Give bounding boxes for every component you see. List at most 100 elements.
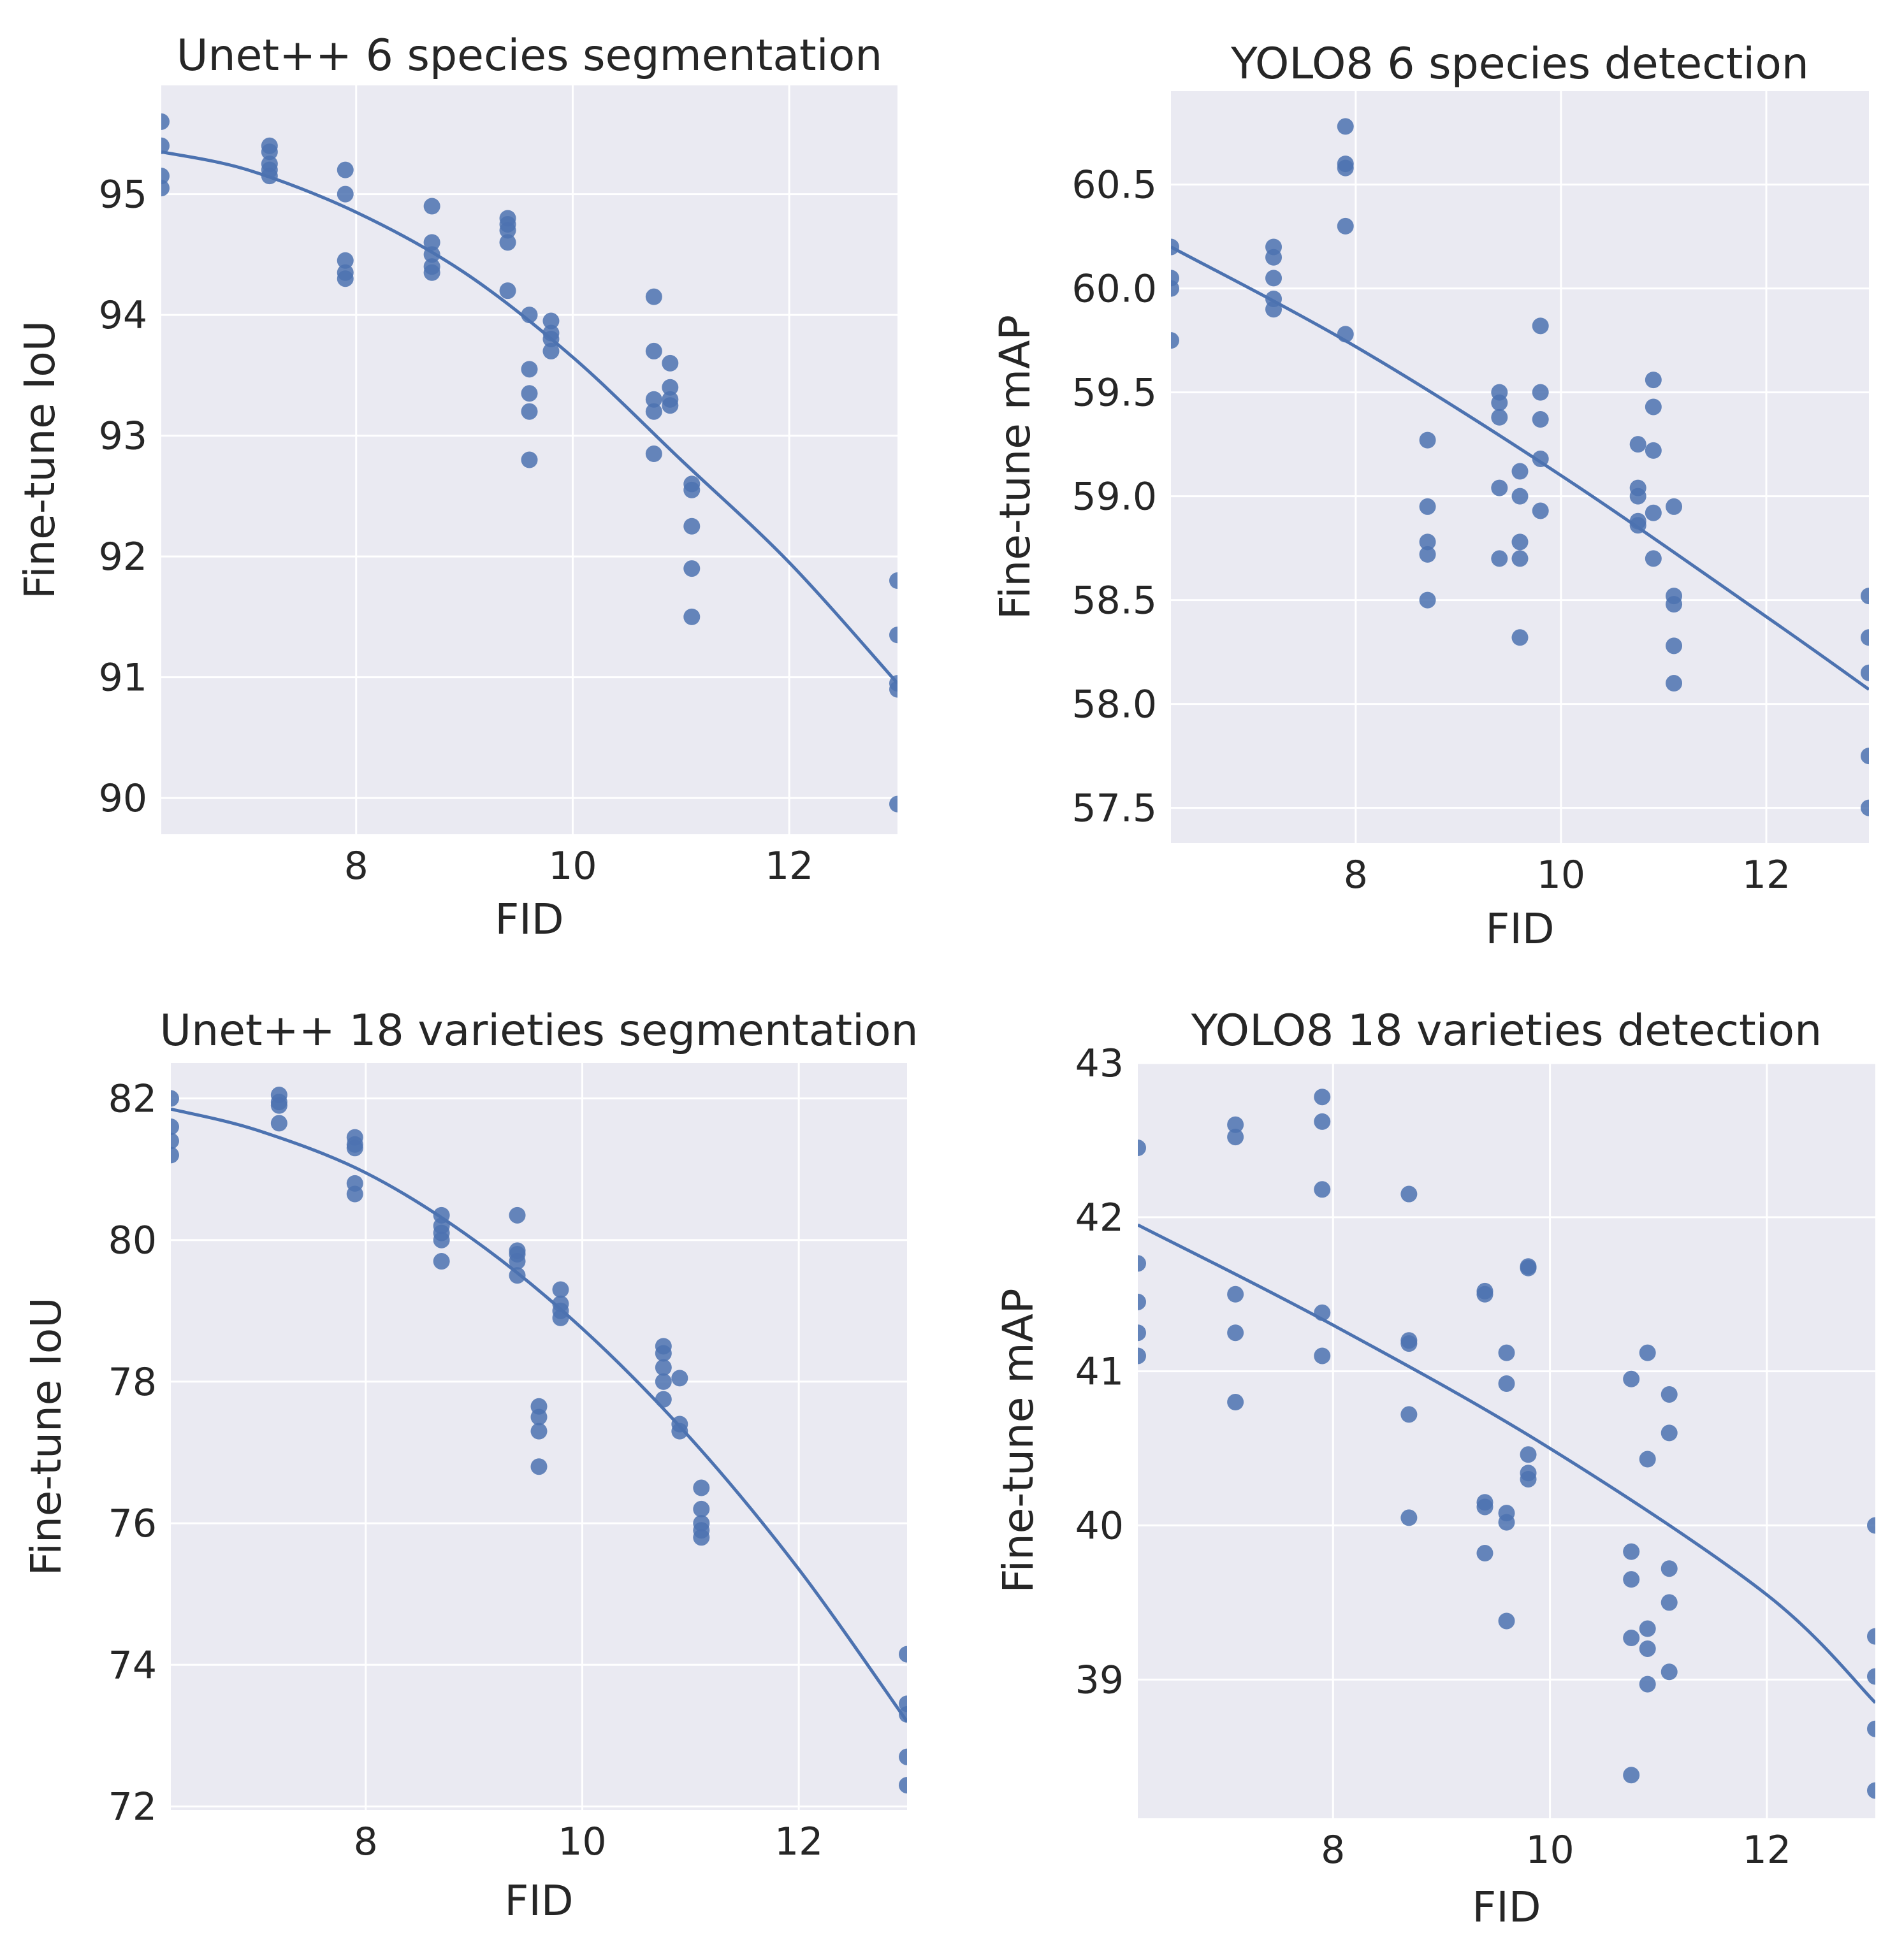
data-point	[521, 385, 538, 402]
data-point	[645, 403, 662, 420]
y-tick-label: 95	[99, 173, 147, 217]
data-point	[1227, 1116, 1244, 1133]
data-point	[683, 518, 701, 535]
data-point	[433, 1231, 450, 1249]
x-tick-label: 12	[1742, 853, 1791, 897]
data-point	[1138, 1293, 1146, 1310]
data-point	[1532, 411, 1549, 428]
data-point	[899, 1777, 907, 1794]
data-point	[521, 307, 538, 324]
data-point	[655, 1391, 672, 1408]
y-tick-label: 82	[108, 1077, 157, 1122]
y-tick-label: 80	[108, 1219, 157, 1263]
data-point	[171, 1133, 179, 1150]
data-point	[1498, 1612, 1515, 1630]
data-point	[1419, 591, 1436, 609]
y-tick-label: 91	[99, 656, 147, 700]
data-point	[171, 1090, 179, 1107]
data-point	[1629, 488, 1646, 505]
data-point	[161, 137, 170, 154]
data-point	[423, 234, 440, 251]
data-point	[1623, 1370, 1640, 1387]
data-point	[683, 560, 701, 577]
data-point	[1861, 629, 1869, 646]
x-tick-label: 8	[1321, 1828, 1345, 1872]
y-tick-label: 90	[99, 776, 147, 821]
x-axis-label: FID	[504, 1876, 573, 1925]
regression-line	[1171, 245, 1869, 691]
data-point	[530, 1408, 548, 1426]
data-point	[1314, 1347, 1331, 1365]
data-point	[1337, 159, 1354, 177]
x-axis-label: FID	[1472, 1883, 1541, 1932]
data-point	[171, 1118, 179, 1135]
y-tick-label: 72	[108, 1784, 157, 1829]
data-point	[1337, 118, 1354, 135]
data-point	[655, 1345, 672, 1362]
data-point	[1639, 1620, 1656, 1637]
y-tick-label: 57.5	[1072, 786, 1157, 831]
data-point	[1645, 442, 1662, 459]
data-point	[1337, 217, 1354, 235]
x-tick-label: 8	[1344, 853, 1368, 897]
data-point	[1629, 436, 1646, 453]
y-tick-label: 78	[108, 1360, 157, 1405]
data-point	[1623, 1543, 1640, 1560]
y-tick-label: 60.0	[1072, 267, 1157, 312]
data-point	[1645, 550, 1662, 567]
data-point	[1645, 504, 1662, 521]
data-point	[542, 342, 560, 359]
y-tick-label: 58.0	[1072, 683, 1157, 727]
y-tick-label: 43	[1075, 1041, 1124, 1086]
data-point	[423, 264, 440, 281]
data-point	[662, 379, 679, 396]
y-tick-label: 76	[108, 1502, 157, 1546]
data-point	[521, 451, 538, 468]
regression-line	[1138, 1223, 1875, 1704]
data-point	[1400, 1185, 1418, 1203]
data-point	[889, 795, 897, 813]
data-point	[1419, 431, 1436, 449]
y-tick-label: 59.0	[1072, 475, 1157, 519]
data-point	[1532, 384, 1549, 401]
data-point	[552, 1309, 569, 1326]
data-point	[1511, 463, 1529, 480]
data-point	[499, 234, 516, 251]
data-point	[889, 626, 897, 644]
data-point	[433, 1253, 450, 1270]
data-point	[270, 1097, 287, 1114]
x-tick-label: 8	[354, 1820, 378, 1864]
y-tick-label: 74	[108, 1643, 157, 1688]
data-point	[1138, 1140, 1146, 1157]
data-point	[1265, 270, 1283, 287]
data-point	[1171, 332, 1179, 349]
data-point	[261, 143, 278, 161]
data-point	[1661, 1594, 1678, 1611]
data-point	[1138, 1255, 1146, 1272]
data-point	[655, 1373, 672, 1390]
x-tick-label: 12	[774, 1820, 823, 1864]
data-point	[1661, 1560, 1678, 1577]
data-point	[530, 1458, 548, 1475]
y-tick-label: 40	[1075, 1504, 1124, 1549]
data-point	[1419, 498, 1436, 515]
data-point	[1520, 1259, 1537, 1277]
data-point	[1491, 479, 1508, 496]
data-point	[542, 330, 560, 347]
data-point	[671, 1422, 688, 1440]
data-point	[683, 481, 701, 498]
y-tick-label: 60.5	[1072, 163, 1157, 208]
data-point	[899, 1646, 907, 1663]
data-point	[171, 1147, 179, 1164]
data-point	[1314, 1089, 1331, 1106]
data-point	[1171, 238, 1179, 256]
data-point	[1314, 1304, 1331, 1321]
data-point	[1337, 326, 1354, 343]
data-point	[1491, 550, 1508, 567]
data-point	[1227, 1394, 1244, 1411]
data-point	[662, 397, 679, 414]
data-point	[1661, 1386, 1678, 1403]
data-point	[161, 180, 170, 197]
data-point	[499, 282, 516, 300]
chart-title: Unet++ 18 varieties segmentation	[159, 1006, 918, 1056]
